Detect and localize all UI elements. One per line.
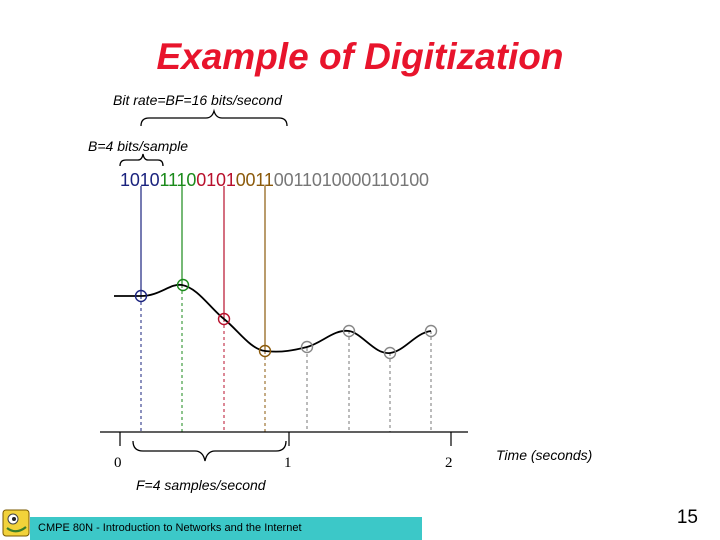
bit-group-4: 0011: [235, 170, 274, 190]
sample-rate-brace: [132, 440, 287, 462]
footer-bar: CMPE 80N - Introduction to Networks and …: [30, 517, 422, 540]
tick-label-1: 1: [284, 455, 292, 471]
footer-course-title: CMPE 80N - Introduction to Networks and …: [38, 522, 302, 534]
sample-point: [300, 340, 314, 354]
bit-group-7: 0011: [351, 170, 390, 190]
bits-per-sample-label: B=4 bits/sample: [88, 138, 188, 154]
tick-label-0: 0: [114, 455, 122, 471]
bit-group-6: 0100: [311, 170, 352, 190]
slide-title: Example of Digitization: [156, 36, 564, 77]
bit-group-1: 1010: [120, 170, 160, 190]
sample-point: [134, 289, 148, 303]
time-axis-label: Time (seconds): [496, 447, 593, 463]
sample-point: [217, 312, 231, 326]
bit-rate-label: Bit rate=BF=16 bits/second: [113, 92, 282, 108]
sample-point: [258, 344, 272, 358]
sample-point: [342, 324, 356, 338]
bit-group-3: 0101: [196, 170, 236, 190]
course-logo-icon: [2, 509, 30, 537]
bits-per-sample-brace: [119, 153, 164, 167]
bit-stream: 10101110010100110011010000110100: [120, 170, 429, 191]
sample-point: [383, 346, 397, 360]
bit-group-2: 1110: [159, 170, 197, 190]
page-number: 15: [676, 507, 698, 528]
sample-rate-label: F=4 samples/second: [136, 477, 266, 493]
bit-rate-brace: [140, 108, 288, 127]
bit-group-5: 0011: [273, 170, 312, 190]
tick-label-2: 2: [445, 455, 453, 471]
sample-point: [424, 324, 438, 338]
sample-point: [176, 278, 190, 292]
bit-group-8: 0100: [389, 170, 429, 190]
analog-signal-curve: [114, 283, 432, 354]
